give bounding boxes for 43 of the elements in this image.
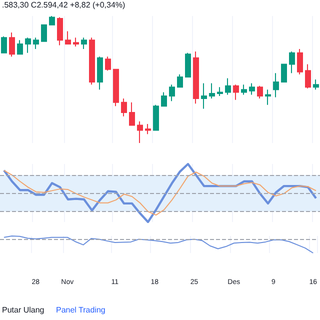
candlestick <box>129 102 135 126</box>
candlestick <box>49 16 55 26</box>
candlestick <box>9 32 15 58</box>
candlestick <box>73 37 79 47</box>
candlestick <box>113 68 119 107</box>
candlestick <box>97 56 103 90</box>
candlestick <box>225 78 231 96</box>
candlestick <box>273 72 279 98</box>
candlestick <box>65 30 71 44</box>
candlestick <box>153 104 159 131</box>
candlestick <box>209 82 215 100</box>
text: Panel Trading <box>56 306 106 314</box>
candlestick <box>105 56 111 72</box>
candlestick <box>145 123 151 135</box>
candlestick <box>121 98 127 117</box>
candlestick <box>137 120 143 144</box>
candlestick <box>185 52 191 78</box>
candlestick <box>161 92 167 107</box>
candlestick <box>201 82 207 110</box>
candlestick <box>249 82 255 96</box>
candlestick <box>25 37 31 54</box>
candlestick <box>17 40 23 55</box>
candlestick <box>1 36 7 54</box>
candlestick <box>233 84 239 100</box>
candlestick <box>169 84 175 102</box>
text: .583,30 C2.594,42 +8,82 (+0,34%) <box>2 0 126 10</box>
candlestick <box>297 48 303 75</box>
candlestick <box>313 79 319 90</box>
candlestick <box>265 89 271 106</box>
candlestick <box>281 64 287 83</box>
candlestick <box>305 64 311 89</box>
text: Putar Ulang <box>2 306 44 314</box>
candlestick <box>241 84 247 96</box>
candlestick <box>57 16 63 46</box>
candlestick <box>217 86 223 97</box>
candlestick <box>33 37 39 50</box>
candlestick <box>289 51 295 74</box>
candlestick <box>193 51 199 104</box>
candlestick <box>41 24 47 42</box>
candlestick <box>177 74 183 88</box>
candlestick <box>89 37 95 86</box>
candlestick <box>257 85 263 100</box>
candlestick <box>81 37 87 50</box>
